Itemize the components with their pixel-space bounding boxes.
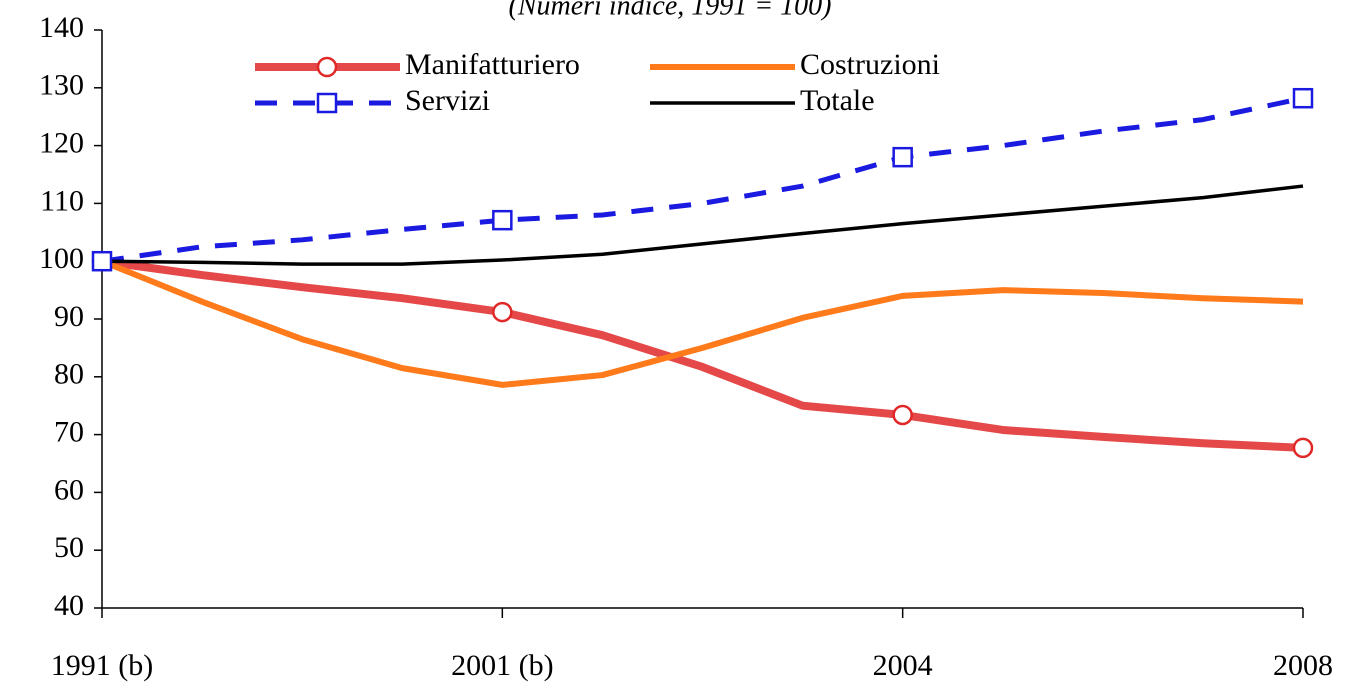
marker <box>892 146 913 168</box>
legend-label: Totale <box>800 84 875 117</box>
x-tick-label: 2001 (b) <box>451 649 553 682</box>
marker <box>892 404 913 426</box>
x-tick-label: 2004 <box>873 649 933 682</box>
marker <box>316 56 338 78</box>
y-tick-label: 140 <box>39 11 84 44</box>
y-tick-label: 100 <box>39 242 84 275</box>
marker <box>1292 437 1314 459</box>
y-tick-label: 110 <box>40 184 84 217</box>
series-line <box>101 95 1304 264</box>
series-line <box>101 257 1304 452</box>
legend-label: Costruzioni <box>800 48 940 81</box>
series-line <box>100 258 1304 388</box>
x-tick-label: 2008 <box>1273 649 1333 682</box>
chart-subtitle: (Numeri indice, 1991 = 100) <box>509 0 832 21</box>
legend-label: Manifatturiero <box>405 48 580 81</box>
y-tick-label: 90 <box>54 300 84 333</box>
marker <box>1292 87 1314 109</box>
legend-label: Servizi <box>405 84 490 117</box>
marker <box>316 92 338 114</box>
y-tick-label: 130 <box>39 69 84 102</box>
marker <box>91 250 113 272</box>
series-line <box>101 184 1304 266</box>
y-tick-label: 70 <box>54 415 84 448</box>
y-tick-label: 60 <box>54 473 84 506</box>
y-tick-label: 80 <box>54 358 84 391</box>
marker <box>492 209 513 231</box>
y-tick-label: 120 <box>39 126 84 159</box>
x-tick-label: 1991 (b) <box>51 649 153 682</box>
y-tick-label: 40 <box>54 589 84 622</box>
marker <box>492 301 513 323</box>
y-tick-label: 50 <box>54 531 84 564</box>
